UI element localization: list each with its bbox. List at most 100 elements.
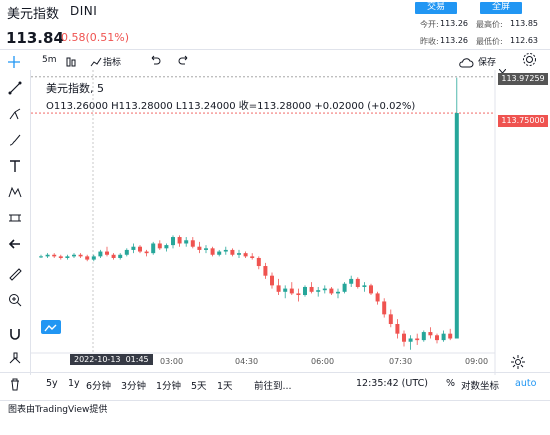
redo-icon[interactable]	[177, 53, 191, 67]
save-button[interactable]: 保存	[478, 58, 497, 68]
prev-close-value: 113.26	[440, 36, 468, 45]
candle-body	[138, 246, 142, 252]
instrument-title: 美元指数	[7, 7, 60, 22]
candle-body	[111, 254, 116, 258]
low-value: 112.63	[510, 36, 538, 45]
today-open-label: 今开:	[420, 20, 439, 29]
range-5d[interactable]: 5天	[191, 381, 207, 392]
candle-body	[124, 249, 129, 255]
price-tag-last: 113.75000	[498, 115, 548, 127]
candle-body	[98, 251, 103, 257]
settings-sun-icon[interactable]	[511, 354, 525, 369]
range-1y[interactable]: 1y	[68, 378, 80, 389]
brush-icon[interactable]	[5, 130, 25, 150]
range-1d[interactable]: 1天	[217, 381, 233, 392]
candle-body	[454, 113, 459, 339]
cloud-icon[interactable]	[458, 54, 474, 68]
high-value: 113.85	[510, 19, 538, 28]
indicators-button[interactable]: 指标	[103, 58, 122, 68]
price-change: 0.58(0.51%)	[61, 31, 130, 44]
pattern-icon[interactable]	[5, 182, 25, 202]
high-label: 最高价:	[476, 20, 503, 29]
gear-icon[interactable]	[522, 52, 537, 67]
range-3m[interactable]: 3分钟	[121, 381, 147, 392]
ruler-icon[interactable]	[5, 264, 25, 284]
candles-icon[interactable]	[66, 54, 76, 67]
clock-display: 12:35:42 (UTC)	[356, 378, 428, 389]
drawing-toolbar	[0, 78, 30, 391]
range-5y[interactable]: 5y	[46, 378, 58, 389]
lock-drawing-icon[interactable]	[5, 348, 25, 368]
candle-body	[78, 254, 83, 257]
candle-body	[72, 254, 76, 257]
trash-icon[interactable]	[5, 374, 25, 394]
candle-body	[428, 332, 433, 336]
divider	[0, 49, 550, 50]
candle-body	[415, 338, 420, 341]
chevron-down-icon[interactable]	[498, 59, 507, 74]
candle-body	[309, 286, 314, 292]
instrument-symbol: DINI	[70, 4, 98, 18]
candle-body	[435, 335, 439, 341]
tradingview-logo-icon	[41, 320, 61, 334]
candle-body	[39, 256, 43, 258]
candle-body	[375, 293, 380, 302]
fullscreen-button[interactable]: 全屏	[480, 2, 522, 14]
percent-toggle[interactable]: %	[446, 378, 456, 389]
log-scale-toggle[interactable]: 对数坐标	[461, 381, 500, 392]
candle-body	[322, 288, 327, 291]
pitchfork-icon[interactable]	[5, 104, 25, 124]
magnet-icon[interactable]	[5, 324, 25, 344]
arrow-left-icon[interactable]	[5, 234, 25, 254]
candle-body	[58, 256, 63, 258]
crosshair-icon[interactable]	[7, 54, 21, 68]
auto-scale-toggle[interactable]: auto	[515, 378, 537, 389]
candle-body	[131, 246, 136, 250]
candle-body	[402, 333, 406, 342]
divider	[30, 70, 31, 375]
range-1m[interactable]: 1分钟	[156, 381, 182, 392]
candle-body	[105, 251, 109, 255]
candle-body	[283, 288, 288, 292]
time-tick: 03:00	[160, 357, 184, 366]
candle-body	[177, 237, 182, 244]
candle-body	[388, 314, 393, 325]
footer-credit[interactable]: 图表由TradingView提供	[8, 405, 108, 415]
candle-body	[91, 256, 96, 260]
candle-body	[190, 240, 195, 247]
undo-icon[interactable]	[148, 53, 162, 67]
crosshair-time-tag: 2022-10-13 01:45	[70, 354, 153, 365]
time-tick: 06:00	[311, 357, 335, 366]
candle-body	[303, 286, 307, 296]
candle-body	[45, 254, 50, 257]
candle-body	[85, 256, 90, 260]
candle-body	[164, 245, 169, 249]
time-tag: 01:45	[125, 355, 149, 364]
candle-body	[210, 248, 215, 255]
candle-body	[342, 283, 347, 292]
interval-selector[interactable]: 5m	[42, 55, 57, 65]
candle-body	[250, 256, 255, 258]
price-chart[interactable]	[31, 70, 550, 375]
candle-body	[421, 332, 426, 341]
candle-body	[382, 301, 387, 315]
candle-body	[276, 285, 281, 292]
candle-body	[408, 338, 413, 342]
measure-icon[interactable]	[5, 208, 25, 228]
indicators-icon[interactable]	[90, 54, 102, 67]
trend-line-icon[interactable]	[5, 78, 25, 98]
low-label: 最低价:	[476, 37, 503, 46]
text-icon[interactable]	[5, 156, 25, 176]
candle-body	[270, 275, 274, 286]
candle-body	[296, 293, 301, 296]
prev-close-label: 昨收:	[420, 37, 439, 46]
trade-button[interactable]: 交易	[415, 2, 457, 14]
candle-body	[256, 257, 261, 267]
range-6m[interactable]: 6分钟	[86, 381, 112, 392]
candle-body	[316, 290, 321, 292]
candle-body	[336, 291, 340, 294]
candle-body	[151, 243, 156, 254]
zoom-in-icon[interactable]	[5, 290, 25, 310]
legend-name[interactable]: 美元指数, 5	[46, 82, 104, 95]
goto-date-button[interactable]: 前往到...	[254, 381, 292, 392]
